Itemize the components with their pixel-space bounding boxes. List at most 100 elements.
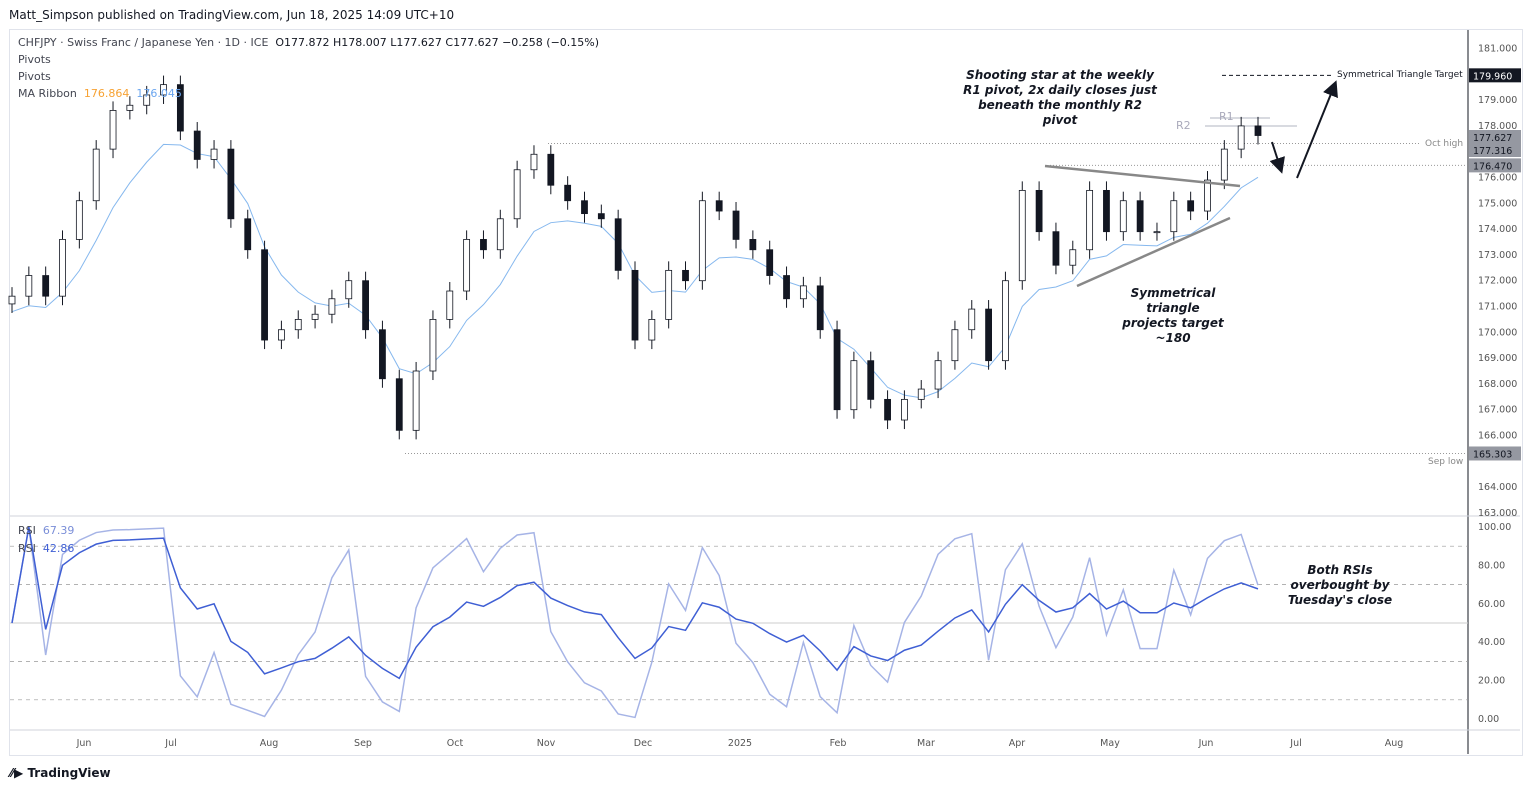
price-label-box bbox=[1469, 130, 1521, 144]
price-tick: 178.000 bbox=[1478, 121, 1517, 132]
candle-bullish bbox=[210, 148, 218, 160]
candle-bearish bbox=[1035, 189, 1043, 233]
price-label-box bbox=[1469, 158, 1521, 173]
candle-bullish bbox=[311, 313, 319, 320]
annotation-triangle: Symmetrical triangle projects target ~18… bbox=[1122, 286, 1224, 345]
legend-ma-ribbon[interactable]: MA Ribbon 176.864 176.045 bbox=[18, 87, 182, 100]
price-tick: 169.000 bbox=[1478, 353, 1517, 364]
rsi-tick: 100.00 bbox=[1478, 522, 1511, 533]
price-label-box bbox=[1469, 143, 1521, 157]
candle-bearish bbox=[732, 210, 740, 240]
candle-bullish bbox=[850, 360, 858, 411]
tradingview-logo[interactable]: ⁄⁄▶ TradingView bbox=[10, 766, 111, 780]
candle-bearish bbox=[1136, 200, 1144, 233]
price-tick: 173.000 bbox=[1478, 250, 1517, 261]
annotation-rsi: Both RSIs overbought by Tuesday's close bbox=[1287, 563, 1393, 607]
candle-bullish bbox=[92, 148, 100, 202]
candle-bullish bbox=[513, 169, 521, 220]
candle-bullish bbox=[968, 308, 976, 331]
rsi-value: 42.86 bbox=[42, 542, 75, 555]
brand-name: TradingView bbox=[27, 766, 111, 780]
candle-bullish bbox=[109, 110, 117, 150]
candle-bullish bbox=[160, 84, 167, 96]
legend-rsi-2[interactable]: RSI 42.86 bbox=[18, 542, 74, 555]
price-label-box bbox=[1469, 446, 1521, 461]
time-tick: Sep bbox=[354, 738, 372, 749]
price-label: 165.303 bbox=[1473, 449, 1512, 460]
candle-bullish bbox=[1170, 200, 1178, 233]
candle-bullish bbox=[143, 94, 151, 106]
price-tick: 168.000 bbox=[1478, 379, 1517, 390]
candle-bullish bbox=[446, 290, 454, 320]
legend-pivots-1[interactable]: Pivots bbox=[18, 53, 51, 66]
publish-info: Matt_Simpson published on TradingView.co… bbox=[9, 8, 455, 22]
candle-bearish bbox=[581, 200, 588, 215]
candle-bearish bbox=[1103, 189, 1110, 233]
legend-rsi-1[interactable]: RSI 67.39 bbox=[18, 524, 74, 537]
candle-bullish bbox=[1069, 249, 1077, 266]
rsi-tick: 0.00 bbox=[1478, 714, 1499, 725]
price-tick: 163.000 bbox=[1478, 508, 1517, 519]
price-label-box bbox=[1469, 68, 1521, 83]
candle-bearish bbox=[42, 275, 50, 297]
candle-bearish bbox=[867, 360, 875, 400]
legend-pivots-2[interactable]: Pivots bbox=[18, 70, 51, 83]
candle-bullish bbox=[1018, 189, 1026, 282]
candle-bullish bbox=[1153, 231, 1161, 234]
target-label: Symmetrical Triangle Target bbox=[1337, 70, 1463, 80]
r2-label: R2 bbox=[1176, 119, 1191, 132]
candle-bullish bbox=[901, 398, 908, 421]
time-tick: Jun bbox=[76, 738, 92, 749]
annotation-shooting-star: Shooting star at the weekly R1 pivot, 2x… bbox=[963, 68, 1157, 127]
candle-bullish bbox=[951, 329, 959, 362]
candle-bearish bbox=[715, 200, 723, 212]
candle-bearish bbox=[564, 184, 572, 202]
time-tick: Aug bbox=[1385, 738, 1404, 749]
price-tick: 164.000 bbox=[1478, 482, 1517, 493]
chart-frame[interactable] bbox=[9, 29, 1523, 756]
candle-bearish bbox=[597, 213, 605, 220]
candle-bullish bbox=[799, 285, 807, 300]
candle-bearish bbox=[1187, 200, 1195, 212]
candle-bullish bbox=[75, 200, 83, 240]
rsi-fast-line bbox=[11, 526, 1259, 719]
price-label: 177.627 bbox=[1473, 133, 1512, 144]
candle-bullish bbox=[345, 280, 353, 300]
rsi-label: RSI bbox=[18, 524, 36, 537]
candle-bearish bbox=[783, 275, 790, 300]
candle-bearish bbox=[547, 153, 555, 186]
time-tick: Mar bbox=[917, 738, 935, 749]
candle-bullish bbox=[1086, 189, 1094, 251]
time-tick: Jun bbox=[1198, 738, 1214, 749]
candle-bearish bbox=[766, 249, 774, 276]
symbol-title[interactable]: CHFJPY · Swiss Franc / Japanese Yen · 1D… bbox=[18, 36, 269, 49]
ma-slow-value: 176.045 bbox=[136, 87, 182, 100]
time-tick: 2025 bbox=[728, 738, 752, 749]
rsi-tick: 20.00 bbox=[1478, 676, 1505, 687]
candle-bullish bbox=[328, 298, 336, 315]
candle-bearish bbox=[176, 84, 184, 132]
time-tick: Jul bbox=[164, 738, 176, 749]
price-tick: 175.000 bbox=[1478, 198, 1517, 209]
candle-bearish bbox=[614, 218, 622, 271]
price-tick: 181.000 bbox=[1478, 44, 1517, 55]
candle-bullish bbox=[496, 218, 504, 251]
candle-bullish bbox=[8, 295, 16, 305]
legend-symbol-row: CHFJPY · Swiss Franc / Japanese Yen · 1D… bbox=[18, 36, 599, 49]
candle-bullish bbox=[25, 275, 33, 297]
candle-bullish bbox=[429, 318, 437, 372]
price-tick: 179.000 bbox=[1478, 95, 1517, 106]
ma-label: MA Ribbon bbox=[18, 87, 77, 100]
candle-bullish bbox=[1220, 148, 1228, 181]
down-arrow bbox=[1269, 141, 1285, 174]
time-tick: Jul bbox=[1289, 738, 1301, 749]
candle-bearish bbox=[193, 130, 201, 160]
time-tick: Oct bbox=[447, 738, 464, 749]
candle-bearish bbox=[379, 329, 386, 380]
candle-bullish bbox=[126, 104, 134, 111]
time-tick: Apr bbox=[1009, 738, 1026, 749]
logo-icon: ⁄⁄▶ bbox=[10, 766, 24, 780]
candle-bearish bbox=[261, 249, 268, 341]
price-label: 177.316 bbox=[1473, 146, 1512, 157]
